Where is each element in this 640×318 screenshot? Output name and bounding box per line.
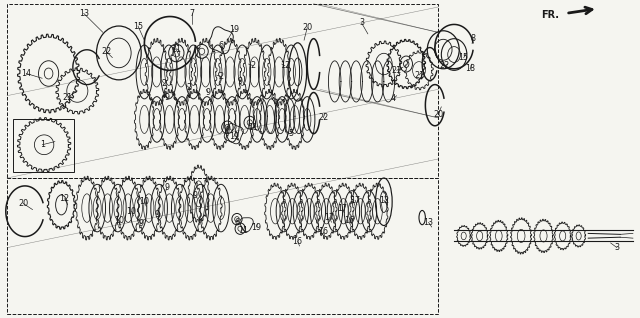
Text: 14: 14 [21, 69, 31, 78]
Text: 22: 22 [101, 47, 111, 56]
Text: 2: 2 [161, 79, 166, 87]
Text: 15: 15 [133, 22, 143, 31]
Text: 9: 9 [155, 210, 160, 219]
Text: 19: 19 [228, 132, 239, 141]
Text: 22: 22 [318, 113, 328, 122]
Text: 9: 9 [237, 77, 243, 86]
Text: 3: 3 [359, 18, 364, 27]
Text: 16: 16 [292, 237, 303, 246]
Text: 9: 9 [139, 219, 144, 228]
Text: 20: 20 [302, 23, 312, 32]
Text: 19: 19 [228, 25, 239, 34]
Text: 7: 7 [189, 9, 195, 18]
Text: 13: 13 [424, 218, 433, 227]
Text: 21: 21 [414, 71, 424, 80]
Text: 17: 17 [350, 196, 360, 205]
Text: 11: 11 [238, 226, 248, 235]
Text: 15: 15 [459, 53, 468, 62]
Bar [13, 120, 74, 172]
Text: 5: 5 [289, 129, 294, 138]
Text: 17: 17 [324, 213, 335, 222]
Text: 22: 22 [440, 61, 450, 70]
Bar [7, 4, 438, 178]
Text: 6: 6 [225, 126, 230, 135]
Text: 1: 1 [40, 140, 45, 149]
Text: 8: 8 [471, 34, 476, 43]
Bar [7, 178, 438, 314]
Text: 12: 12 [379, 196, 389, 205]
Text: 11: 11 [248, 123, 258, 132]
Text: 2: 2 [218, 72, 223, 81]
Text: 9: 9 [164, 93, 170, 102]
Text: 6: 6 [234, 218, 239, 227]
Text: 9: 9 [205, 88, 211, 97]
Text: 10: 10 [114, 216, 124, 225]
Text: 2: 2 [186, 83, 191, 92]
Text: 17: 17 [337, 204, 348, 212]
Text: FR.: FR. [541, 10, 559, 20]
Text: 19: 19 [251, 223, 261, 232]
Text: 11: 11 [172, 45, 181, 54]
Text: 3: 3 [614, 243, 620, 252]
Text: 9: 9 [193, 191, 198, 200]
Text: 4: 4 [391, 94, 396, 103]
Text: 12: 12 [280, 61, 290, 70]
Text: 12: 12 [60, 194, 70, 203]
Text: 18: 18 [465, 64, 475, 73]
Text: 21: 21 [392, 66, 402, 75]
Text: 6: 6 [218, 40, 223, 50]
Text: 16: 16 [344, 216, 354, 225]
Text: 10: 10 [127, 207, 136, 216]
Text: 20: 20 [18, 199, 28, 208]
Text: 2: 2 [250, 61, 255, 70]
Text: 20: 20 [433, 110, 444, 119]
Text: 16: 16 [318, 227, 328, 236]
Text: 13: 13 [79, 9, 89, 18]
Text: 9: 9 [164, 183, 170, 192]
Text: 10: 10 [140, 197, 149, 206]
Text: 21: 21 [63, 93, 73, 102]
